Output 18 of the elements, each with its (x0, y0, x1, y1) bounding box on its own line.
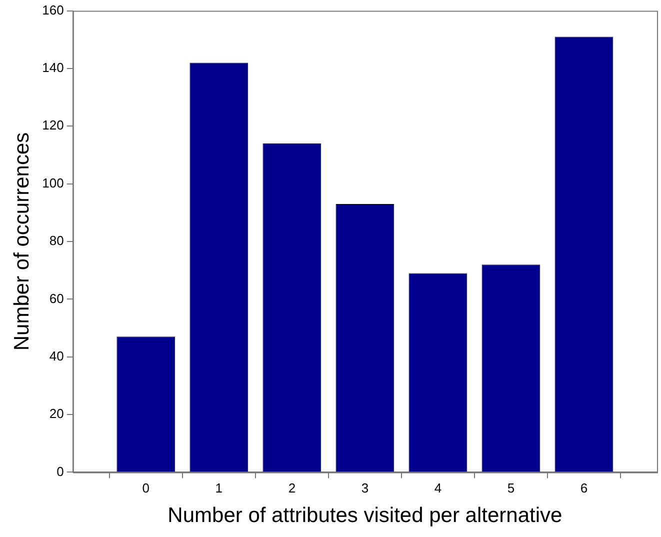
x-tick-label: 6 (580, 480, 588, 496)
y-tick-label: 40 (49, 348, 64, 364)
x-tick-label: 3 (361, 480, 369, 496)
x-tick-label: 1 (215, 480, 223, 496)
y-tick-label: 80 (49, 233, 64, 248)
y-tick-label: 0 (56, 464, 64, 479)
x-tick-label: 2 (288, 480, 296, 496)
x-axis-title: Number of attributes visited per alternative (168, 504, 562, 528)
y-tick-label: 100 (42, 175, 64, 190)
x-tick-label: 5 (507, 480, 515, 496)
y-tick-label: 60 (49, 290, 64, 306)
y-tick-label: 20 (49, 406, 64, 422)
y-tick-label: 160 (42, 2, 64, 18)
y-axis-title: Number of occurrences (10, 132, 34, 351)
y-tick-label: 120 (42, 118, 64, 133)
x-tick-label: 0 (142, 480, 150, 496)
x-tick-label: 4 (434, 480, 442, 496)
y-tick-label: 140 (42, 60, 64, 76)
